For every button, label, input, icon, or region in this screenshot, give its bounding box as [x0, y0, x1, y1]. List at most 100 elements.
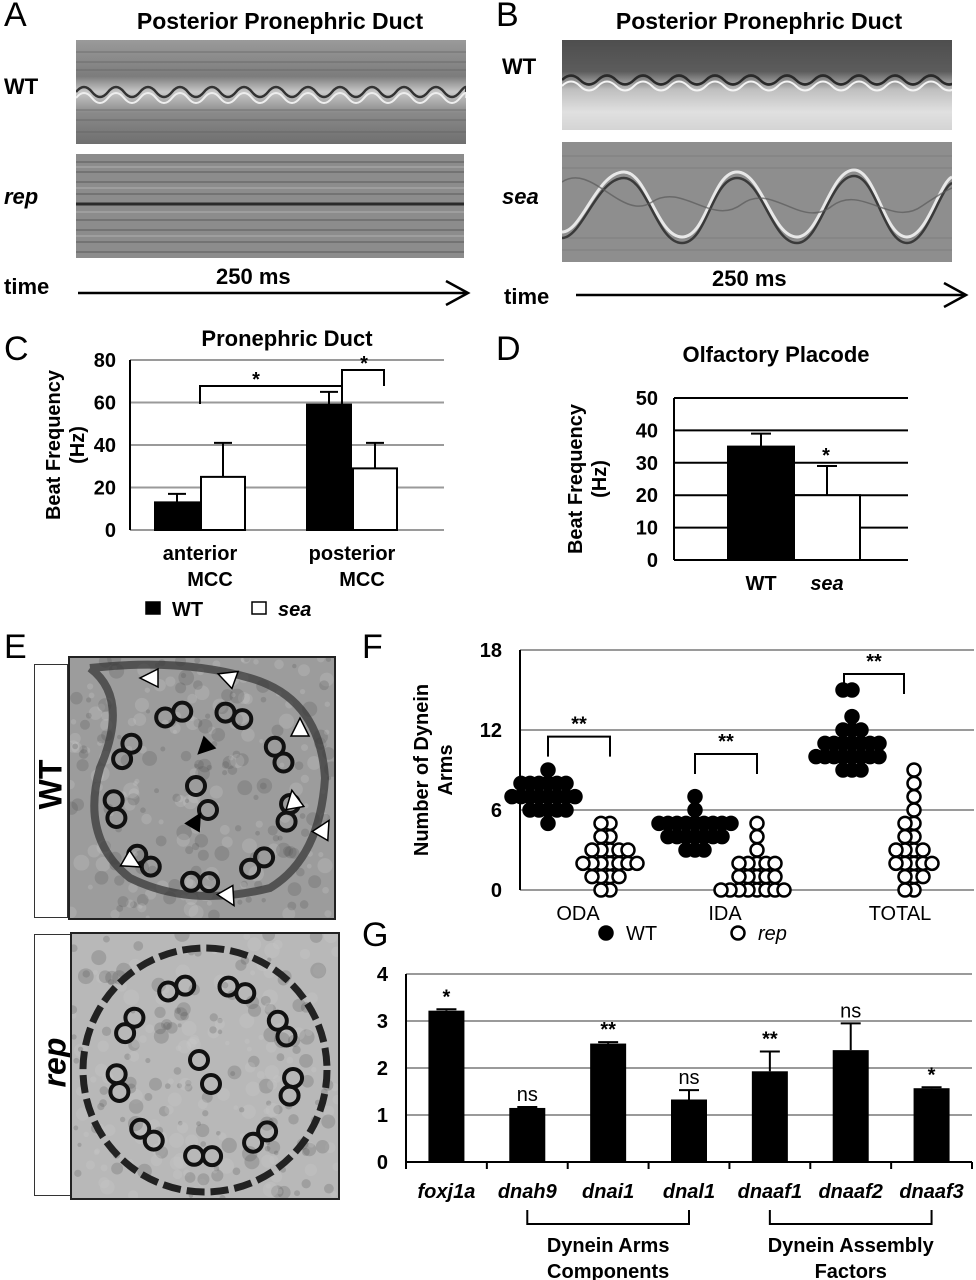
- data-point-rep: [731, 855, 747, 872]
- panel-e-wt-label: WT: [32, 759, 69, 810]
- data-point-rep: [584, 842, 600, 858]
- y-tick-label: 6: [491, 800, 502, 822]
- em-image-wt-axoneme: [68, 656, 336, 920]
- panel-a-time-label: time: [4, 274, 50, 299]
- data-point-WT: [513, 775, 529, 792]
- y-axis-label: Number of Dynein Arms: [411, 684, 457, 856]
- panel-letter-b: B: [496, 0, 519, 34]
- data-point-rep: [629, 855, 645, 872]
- data-point-WT: [660, 828, 676, 845]
- data-point-WT: [853, 722, 869, 738]
- data-point-WT: [817, 735, 833, 752]
- y-tick-label: 0: [491, 880, 502, 902]
- gene-label: foxj1a: [418, 1181, 476, 1203]
- data-point-rep: [915, 868, 931, 885]
- y-tick-label: 2: [377, 1058, 388, 1080]
- data-point-rep: [906, 802, 922, 818]
- data-point-WT: [844, 708, 860, 725]
- data-point-WT: [853, 762, 869, 778]
- significance-label: **: [762, 1029, 778, 1051]
- y-tick-label: 20: [636, 485, 658, 507]
- bar-dnah9: [509, 1107, 546, 1162]
- data-point-rep: [906, 762, 922, 778]
- significance-bracket: [547, 735, 611, 757]
- panel-letter-g: G: [362, 916, 389, 954]
- significance-bracket: [694, 753, 758, 774]
- bar-dnaaf2: [832, 1050, 869, 1162]
- category-label: WT: [745, 573, 776, 595]
- significance-label: **: [600, 1019, 616, 1041]
- data-point-rep: [749, 815, 765, 832]
- data-point-rep: [888, 842, 904, 858]
- data-point-WT: [567, 788, 583, 805]
- data-point-WT: [540, 815, 556, 832]
- panel-a-time-arrow: [78, 280, 471, 306]
- data-point-rep: [575, 855, 591, 872]
- data-point-rep: [620, 842, 636, 858]
- bar-foxj1a: [428, 1010, 465, 1162]
- panel-b-time-label: time: [504, 284, 550, 309]
- data-point-WT: [678, 842, 694, 858]
- data-point-WT: [522, 802, 538, 818]
- data-point-WT: [558, 802, 574, 818]
- y-axis-label: Beat Frequency (Hz): [565, 403, 611, 554]
- white-arrowhead: [310, 818, 330, 842]
- significance-star: *: [252, 369, 260, 391]
- y-tick-label: 0: [377, 1152, 388, 1174]
- data-point-rep: [593, 882, 609, 898]
- data-point-WT: [714, 828, 730, 845]
- em-image-rep-axoneme: [70, 932, 340, 1200]
- y-tick-label: 50: [636, 388, 658, 410]
- white-arrowhead: [138, 667, 159, 689]
- data-point-rep: [611, 868, 627, 885]
- panel-letter-e: E: [4, 628, 27, 666]
- legend-marker-rep: [730, 925, 746, 941]
- white-arrowhead: [216, 670, 240, 690]
- data-point-rep: [749, 842, 765, 858]
- group-label: Factors: [815, 1261, 887, 1280]
- panel-b-row-sea: sea: [502, 184, 539, 209]
- y-tick-label: 18: [480, 640, 502, 662]
- data-point-rep: [767, 868, 783, 885]
- significance-star: *: [360, 353, 368, 375]
- data-point-rep: [915, 842, 931, 858]
- y-tick-label: 10: [636, 518, 658, 540]
- panel-letter-d: D: [496, 330, 521, 368]
- y-tick-label: 4: [377, 964, 389, 986]
- panel-a-row-rep: rep: [4, 184, 39, 209]
- panel-letter-a: A: [4, 0, 27, 34]
- data-point-rep: [897, 815, 913, 832]
- white-arrowhead: [285, 788, 306, 811]
- data-point-WT: [651, 815, 667, 832]
- kymograph-b-sea: [562, 142, 952, 262]
- bar-WT: [154, 501, 200, 531]
- panel-a-duration: 250 ms: [216, 264, 291, 289]
- legend-label: WT: [626, 923, 657, 945]
- data-point-WT: [687, 788, 703, 805]
- y-tick-label: 60: [94, 393, 116, 415]
- bar-sea: [793, 494, 861, 561]
- y-tick-label: 40: [94, 435, 116, 457]
- data-point-rep: [906, 788, 922, 805]
- panel-b-time-arrow: [576, 282, 969, 308]
- data-point-rep: [749, 828, 765, 845]
- y-tick-label: 20: [94, 478, 116, 500]
- significance-label: *: [928, 1064, 936, 1086]
- data-point-WT: [835, 762, 851, 778]
- data-point-WT: [871, 748, 887, 765]
- chart-g: 0 1 2 3 4 * foxj1a ns dnah9 ** dnai1 ns dnal1 ** dnaaf…: [377, 964, 973, 1280]
- significance-label: ns: [840, 1000, 861, 1022]
- kymograph-a-rep: [76, 154, 464, 258]
- significance-bracket: [341, 369, 385, 386]
- panel-letter-f: F: [362, 628, 383, 666]
- legend-swatch-sea: [251, 601, 267, 615]
- bar-dnai1: [590, 1043, 627, 1162]
- panel-e-wt-side-label-box: [34, 664, 68, 918]
- gene-label: dnaaf1: [738, 1181, 802, 1203]
- y-tick-label: 0: [647, 550, 658, 572]
- data-point-rep: [593, 828, 609, 845]
- category-label: ODA: [556, 903, 600, 925]
- category-label: TOTAL: [869, 903, 932, 925]
- data-point-WT: [558, 775, 574, 792]
